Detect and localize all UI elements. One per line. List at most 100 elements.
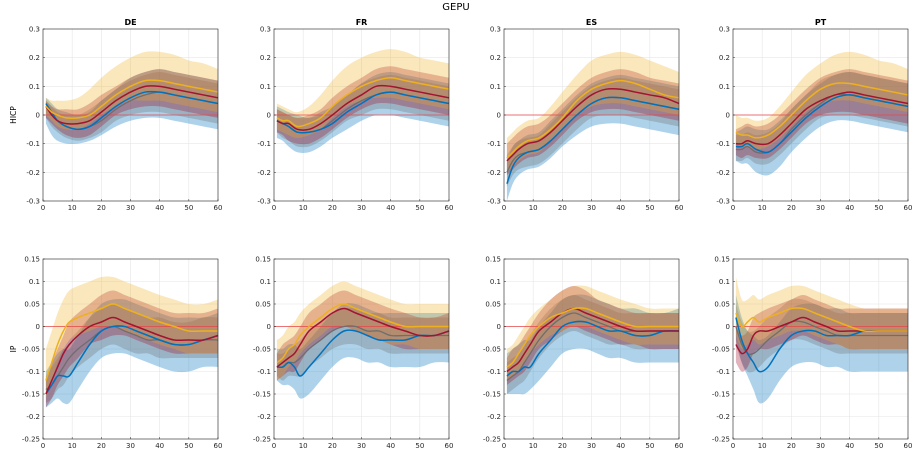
x-tick-label: 0 [41, 204, 45, 212]
x-tick-label: 0 [502, 442, 506, 450]
y-tick-label: 0.15 [485, 256, 501, 264]
series-line-yellow [45, 79, 219, 119]
series-line-blue [506, 96, 680, 185]
series-line-blue [45, 325, 219, 395]
x-tick-label: 30 [126, 442, 135, 450]
y-tick-label: -0.1 [716, 140, 730, 148]
y-tick-label: -0.25 [22, 436, 40, 444]
series-line-red [45, 85, 219, 125]
x-tick-label: 20 [97, 442, 106, 450]
x-tick-label: 60 [445, 204, 454, 212]
panel-ip-4: 0 10 20 30 40 50 60 -0.25 -0.2 -0.15 -0.1 -0.05 0 0.0… [712, 256, 912, 451]
x-tick-label: 50 [874, 442, 883, 450]
y-tick-label: 0.2 [29, 54, 40, 62]
x-tick-label: 40 [616, 204, 625, 212]
series-line-red [45, 316, 219, 395]
x-tick-label: 60 [214, 442, 223, 450]
x-tick-label: 20 [97, 204, 106, 212]
series-line-yellow [735, 307, 908, 333]
y-tick-label: -0.3 [487, 198, 501, 206]
y-tick-label: -0.25 [253, 436, 271, 444]
band-gray [506, 77, 679, 187]
y-tick-label: -0.15 [22, 391, 40, 399]
band-yellow [506, 285, 679, 381]
y-tick-label: 0.3 [490, 26, 501, 34]
panel-hicp-3: 0 10 20 30 40 50 60 -0.3 -0.2 -0.1 0 0.1 0.2 0.3 ES [487, 18, 683, 212]
y-tick-label: -0.15 [483, 391, 501, 399]
y-tick-label: 0.1 [29, 83, 40, 91]
series-line-blue [276, 329, 450, 377]
y-tick-label: -0.05 [483, 346, 501, 354]
y-tick-label: -0.25 [483, 436, 501, 444]
series-line-yellow [506, 79, 680, 159]
series-line-yellow [276, 76, 450, 128]
x-tick-label: 30 [357, 442, 366, 450]
band-red [45, 290, 218, 408]
x-tick-label: 40 [845, 204, 854, 212]
series-line-yellow [45, 303, 218, 381]
series-line-blue [506, 320, 680, 377]
panel-title: FR [356, 18, 368, 27]
x-tick-label: 60 [904, 442, 912, 450]
y-tick-label: 0.1 [260, 278, 271, 286]
panel-title: ES [586, 18, 597, 27]
panel-ip-1: 0 10 20 30 40 50 60 -0.25 -0.2 -0.15 -0.1 -0.05 0 0.0… [9, 256, 222, 451]
y-tick-label: 0.1 [719, 83, 730, 91]
x-tick-label: 30 [126, 204, 135, 212]
x-tick-label: 30 [587, 204, 596, 212]
y-axis-label: IP [9, 345, 18, 352]
y-tick-label: -0.3 [257, 198, 271, 206]
y-tick-label: 0.3 [260, 26, 271, 34]
band-blue [45, 69, 218, 145]
band-red [276, 290, 449, 381]
band-yellow [506, 51, 679, 173]
x-tick-label: 20 [558, 442, 567, 450]
series-line-yellow [506, 307, 679, 368]
series-line-gray [276, 325, 449, 368]
band-blue [506, 294, 679, 395]
x-tick-label: 50 [184, 442, 193, 450]
panel-title: DE [124, 18, 136, 27]
x-tick-label: 0 [502, 204, 506, 212]
band-blue [735, 295, 908, 404]
y-tick-label: -0.2 [716, 169, 730, 177]
x-tick-label: 10 [529, 442, 538, 450]
x-tick-label: 20 [787, 442, 796, 450]
panel-title: PT [815, 18, 827, 27]
y-tick-label: -0.1 [487, 140, 501, 148]
series-line-blue [276, 91, 450, 134]
x-tick-label: 40 [386, 442, 395, 450]
series-line-red [276, 84, 450, 131]
y-tick-label: 0.15 [255, 256, 271, 264]
x-tick-label: 50 [415, 204, 424, 212]
y-tick-label: 0 [497, 323, 501, 331]
y-axis-label: HICP [9, 106, 18, 124]
series-line-red [506, 87, 680, 162]
y-tick-label: 0.05 [714, 301, 730, 309]
x-tick-label: 10 [529, 204, 538, 212]
x-tick-label: 60 [214, 204, 223, 212]
x-tick-label: 40 [616, 442, 625, 450]
y-tick-label: 0.1 [490, 83, 501, 91]
y-tick-label: 0.05 [485, 301, 501, 309]
y-tick-label: -0.3 [716, 198, 730, 206]
y-tick-label: 0.1 [719, 278, 730, 286]
y-tick-label: 0.2 [719, 54, 730, 62]
y-tick-label: -0.2 [716, 413, 730, 421]
x-tick-label: 30 [816, 442, 825, 450]
x-tick-label: 40 [155, 204, 164, 212]
y-tick-label: 0 [36, 112, 40, 120]
y-tick-label: -0.1 [257, 140, 271, 148]
x-tick-label: 50 [415, 442, 424, 450]
x-tick-label: 50 [184, 204, 193, 212]
x-tick-label: 40 [386, 204, 395, 212]
x-tick-label: 30 [816, 204, 825, 212]
y-tick-label: 0.1 [29, 278, 40, 286]
band-gray [735, 298, 908, 373]
y-tick-label: 0 [497, 112, 501, 120]
y-tick-label: -0.1 [257, 368, 271, 376]
y-tick-label: -0.1 [716, 368, 730, 376]
series-line-red [276, 307, 450, 368]
band-gray [506, 295, 679, 394]
y-tick-label: 0.05 [24, 301, 40, 309]
